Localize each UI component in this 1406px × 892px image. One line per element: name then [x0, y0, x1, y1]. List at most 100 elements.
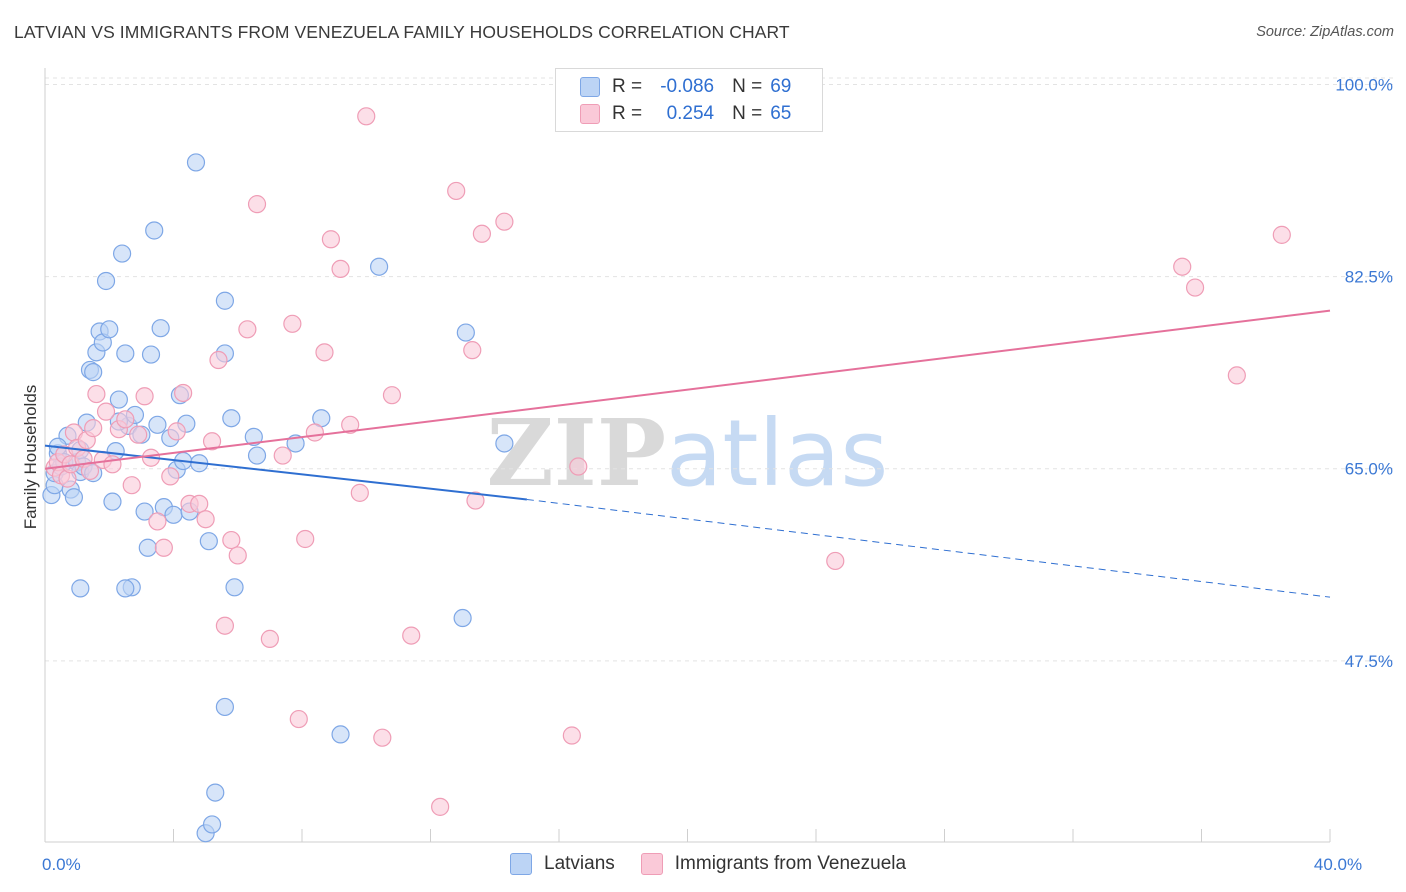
venezuela-point — [1173, 257, 1192, 276]
venezuela-point — [215, 616, 234, 635]
venezuela-point — [222, 530, 241, 550]
legend-item-latvians[interactable]: Latvians — [510, 853, 615, 875]
legend-swatch-latvians — [510, 853, 532, 875]
venezuela-point — [283, 314, 302, 333]
venezuela-point — [1185, 278, 1205, 297]
latvians-point — [225, 578, 244, 597]
venezuela-point — [373, 728, 392, 747]
stats-legend: R = -0.086 N = 69 R = 0.254 N = 65 — [555, 68, 823, 132]
y-tick-label: 47.5% — [1345, 652, 1393, 671]
latvians-point — [202, 815, 222, 834]
r-label: R = — [612, 103, 643, 124]
venezuela-point — [447, 181, 466, 201]
venezuela-point — [87, 384, 106, 404]
latvians-point — [96, 271, 116, 291]
venezuela-point — [167, 422, 186, 441]
chart-title: LATVIAN VS IMMIGRANTS FROM VENEZUELA FAM… — [14, 22, 790, 42]
venezuela-point — [305, 423, 324, 442]
venezuela-trend-line — [44, 309, 1331, 470]
n-label: N = — [732, 76, 763, 97]
venezuela-point — [463, 341, 482, 360]
venezuela-point — [382, 386, 402, 405]
legend-swatch-venezuela — [640, 853, 663, 875]
y-axis-label: Family Households — [21, 385, 40, 530]
y-tick-label: 82.5% — [1345, 268, 1393, 287]
latvians-trend-line — [44, 444, 527, 501]
watermark-atlas: atlas — [666, 400, 888, 507]
venezuela-point — [431, 797, 450, 816]
latvians-point — [64, 488, 84, 507]
venezuela-point — [273, 446, 292, 465]
latvians-point — [103, 492, 122, 511]
r-value-latvians: -0.086 — [660, 76, 715, 97]
latvians-point — [148, 415, 167, 434]
latvians-point — [453, 608, 472, 628]
venezuela-swatch — [580, 104, 600, 124]
legend-item-venezuela[interactable]: Immigrants from Venezuela — [640, 853, 907, 875]
r-value-venezuela: 0.254 — [666, 103, 715, 124]
latvians-point — [145, 221, 164, 240]
latvians-point — [331, 725, 350, 744]
venezuela-point — [466, 491, 485, 510]
n-label: N = — [732, 103, 763, 124]
latvians-trend-extension — [526, 498, 1331, 598]
latvians-point — [370, 257, 389, 276]
venezuela-point — [122, 476, 141, 495]
latvians-point — [112, 244, 132, 263]
venezuela-point — [402, 626, 421, 645]
latvians-point — [495, 434, 514, 453]
venezuela-point — [228, 546, 247, 565]
venezuela-point — [238, 320, 257, 339]
latvians-point — [222, 409, 241, 428]
venezuela-point — [96, 402, 116, 421]
y-tick-label: 100.0% — [1335, 75, 1393, 94]
n-value-latvians: 69 — [770, 76, 792, 97]
venezuela-point — [190, 494, 209, 513]
venezuela-point — [148, 512, 167, 531]
venezuela-point — [161, 467, 180, 486]
venezuela-point — [1272, 225, 1291, 244]
source-label: Source: ZipAtlas.com — [1256, 24, 1394, 40]
venezuela-point — [495, 212, 514, 231]
x-tick-label: 40.0% — [1314, 855, 1362, 874]
latvians-point — [215, 291, 234, 310]
venezuela-point — [247, 195, 267, 214]
series-latvians — [42, 153, 514, 843]
venezuela-point — [569, 457, 588, 476]
latvians-point — [151, 319, 170, 338]
latvians-point — [138, 538, 157, 557]
latvians-point — [164, 505, 183, 524]
legend-label-latvians: Latvians — [544, 853, 615, 874]
latvians-point — [71, 579, 90, 598]
latvians-point — [244, 427, 263, 446]
venezuela-point — [331, 259, 350, 279]
venezuela-point — [357, 107, 376, 126]
venezuela-point — [260, 629, 279, 648]
stats-row-venezuela: R = 0.254 N = 65 — [580, 102, 791, 126]
latvians-point — [456, 323, 475, 342]
venezuela-point — [129, 425, 148, 444]
watermark: ZIPatlas — [487, 399, 889, 507]
latvians-point — [100, 320, 119, 339]
venezuela-point — [296, 529, 315, 549]
latvians-point — [116, 579, 135, 598]
n-value-venezuela: 65 — [770, 103, 792, 124]
venezuela-point — [154, 538, 173, 557]
x-tick-label: 0.0% — [42, 855, 81, 874]
venezuela-point — [321, 230, 341, 249]
venezuela-point — [116, 410, 135, 429]
latvians-point — [109, 390, 128, 409]
bottom-legend: Latvians Immigrants from Venezuela — [510, 850, 932, 878]
latvians-point — [199, 532, 218, 551]
venezuela-point — [350, 483, 369, 502]
latvians-point — [84, 363, 103, 382]
venezuela-point — [174, 383, 193, 403]
legend-label-venezuela: Immigrants from Venezuela — [674, 853, 907, 874]
venezuela-point — [826, 551, 845, 571]
latvians-point — [141, 345, 161, 364]
venezuela-point — [289, 709, 308, 729]
venezuela-point — [472, 224, 491, 243]
venezuela-point — [1227, 366, 1246, 385]
latvians-point — [247, 446, 267, 465]
